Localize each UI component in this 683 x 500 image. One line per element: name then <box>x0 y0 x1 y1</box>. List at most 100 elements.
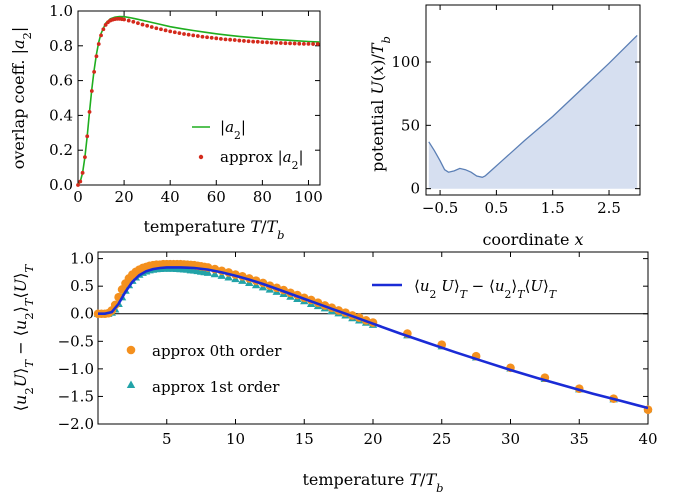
y-tick-label: 0.2 <box>49 141 73 159</box>
y-tick-label: 0.0 <box>49 176 73 194</box>
approx-a2-point <box>301 41 306 46</box>
y-tick-label: 0.0 <box>70 305 94 323</box>
approx-a2-point <box>96 42 101 46</box>
approx-a2-point <box>278 41 283 45</box>
x-tick-label: 20 <box>115 188 134 206</box>
approx-a2-point <box>292 41 297 46</box>
x-axis-label: coordinate x <box>482 230 583 249</box>
y-tick-label: 1.0 <box>70 250 94 268</box>
approx-1st-point <box>210 269 220 278</box>
y-tick-label: −0.5 <box>58 332 94 350</box>
y-tick-label: 0.6 <box>49 72 73 90</box>
approx-a2-point <box>265 40 269 45</box>
x-tick-label: 10 <box>226 430 245 448</box>
approx-a2-point <box>223 37 228 42</box>
x-tick-label: 1.5 <box>541 199 565 217</box>
legend-circle-swatch <box>126 345 136 355</box>
approx-a2-point <box>315 42 320 46</box>
approx-a2-point <box>89 89 94 93</box>
approx-1st-point <box>224 273 233 281</box>
legend-label-approx-a2: approx |a2| <box>220 148 304 172</box>
x-tick-label: 60 <box>207 188 226 206</box>
x-tick-label: 25 <box>432 430 451 448</box>
x-tick-label: 30 <box>501 430 520 448</box>
approx-a2-point <box>177 31 182 35</box>
legend-label-correlation: ⟨u2 U⟩T − ⟨u2⟩T⟨U⟩T <box>414 277 557 301</box>
legend-label-0th: approx 0th order <box>152 342 282 360</box>
y-tick-label: 100 <box>391 53 420 71</box>
approx-a2-point <box>260 40 265 45</box>
approx-a2-point <box>251 39 256 44</box>
approx-a2-point <box>218 36 223 41</box>
x-tick-label: 5 <box>162 430 172 448</box>
approx-a2-point <box>214 36 219 41</box>
y-tick-label: 0 <box>410 180 420 198</box>
x-tick-label: 40 <box>638 430 657 448</box>
overlap-chart: 0 20 40 60 80 100 0.0 0.2 0.4 0.6 0.8 1.0 |a2| approx… <box>9 2 323 242</box>
approx-a2-point <box>311 42 315 46</box>
legend-triangle-swatch <box>126 380 136 388</box>
approx-a2-point <box>186 32 191 37</box>
approx-a2-point <box>140 22 145 27</box>
approx-a2-point <box>163 28 168 33</box>
legend-label-a2: |a2| <box>220 118 246 142</box>
approx-a2-point <box>172 30 177 35</box>
approx-a2-point <box>101 27 106 32</box>
approx-a2-point <box>103 23 108 27</box>
approx-a2-point <box>242 39 246 43</box>
approx-1st-point <box>217 271 226 279</box>
x-tick-label: 35 <box>570 430 589 448</box>
x-tick-label: 2.5 <box>597 199 621 217</box>
approx-a2-point <box>122 17 126 22</box>
y-axis-label: potential U(x)/Tb <box>368 36 393 172</box>
approx-a2-point <box>159 27 163 32</box>
approx-a2-point <box>246 39 251 44</box>
y-tick-label: 1.0 <box>49 2 73 20</box>
approx-a2-point <box>131 19 136 24</box>
y-tick-label: −1.0 <box>58 360 94 378</box>
approx-a2-point <box>78 179 83 184</box>
approx-a2-point <box>191 33 196 38</box>
approx-a2-point <box>136 21 140 26</box>
x-tick-label: 0 <box>73 188 83 206</box>
x-tick-label: −0.5 <box>422 199 458 217</box>
plot-frame <box>97 251 649 425</box>
x-axis-label: temperature T/Tb <box>143 217 284 242</box>
x-tick-label: 80 <box>253 188 272 206</box>
potential-curve <box>428 34 638 178</box>
approx-a2-point <box>92 70 97 74</box>
series-line-a2 <box>77 15 321 186</box>
approx-a2-point <box>237 38 242 43</box>
x-tick-label: 15 <box>295 430 314 448</box>
approx-a2-point <box>274 40 279 45</box>
approx-a2-point <box>149 25 154 29</box>
x-tick-label: 0.5 <box>484 199 508 217</box>
potential-chart: −0.5 0.5 1.5 2.5 0 50 100 coordinate x potential… <box>368 4 641 249</box>
y-axis-label: ⟨u2U⟩T − ⟨u2⟩T⟨U⟩T <box>11 263 36 411</box>
approx-a2-point <box>154 26 159 31</box>
approx-a2-point <box>205 35 209 40</box>
correlation-chart: 5 10 15 20 25 30 35 40 1.0 0.5 0.0 −0.5 −1.0 −1.5 −2.0… <box>11 250 658 495</box>
y-tick-label: 0.5 <box>70 277 94 295</box>
approx-a2-point <box>87 110 92 114</box>
approx-a2-point <box>306 41 311 46</box>
approx-a2-point <box>297 41 302 46</box>
y-tick-label: 0.4 <box>49 106 73 124</box>
approx-a2-point <box>195 34 200 38</box>
approx-a2-point <box>168 29 173 34</box>
approx-a2-point <box>269 40 274 45</box>
approx-a2-point <box>99 33 103 38</box>
approx-a2-point <box>288 41 292 46</box>
x-tick-label: 40 <box>161 188 180 206</box>
y-tick-label: −2.0 <box>58 415 94 433</box>
approx-a2-point <box>283 41 288 46</box>
approx-a2-point <box>182 32 186 36</box>
approx-a2-point <box>145 23 150 28</box>
approx-a2-point <box>126 18 131 23</box>
approx-a2-point <box>200 34 205 39</box>
approx-a2-point <box>83 155 87 160</box>
y-axis-label: overlap coeff. |a2| <box>9 27 34 169</box>
y-tick-label: −1.5 <box>58 387 94 405</box>
approx-a2-point <box>76 183 80 187</box>
